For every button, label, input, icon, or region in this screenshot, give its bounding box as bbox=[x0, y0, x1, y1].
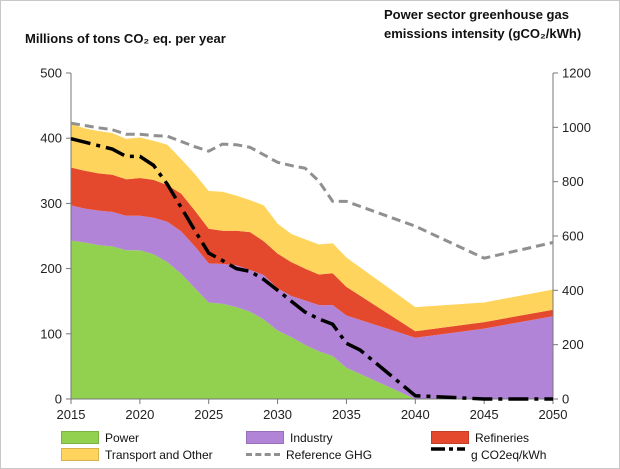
chart-legend: Power Industry Refineries Transport and … bbox=[61, 429, 581, 465]
left-tick-label: 200 bbox=[40, 261, 62, 276]
right-tick-label: 0 bbox=[562, 392, 569, 407]
legend-item-reference-ghg: Reference GHG bbox=[246, 446, 372, 463]
legend-label-gco2: g CO2eq/kWh bbox=[471, 447, 547, 462]
area-power bbox=[71, 240, 553, 399]
x-tick-label: 2045 bbox=[470, 407, 499, 422]
x-tick-label: 2035 bbox=[332, 407, 361, 422]
left-tick-label: 400 bbox=[40, 131, 62, 146]
x-tick-label: 2025 bbox=[194, 407, 223, 422]
right-tick-label: 200 bbox=[562, 337, 584, 352]
right-tick-label: 1200 bbox=[562, 66, 591, 81]
legend-item-refineries: Refineries bbox=[431, 429, 529, 446]
legend-label-industry: Industry bbox=[290, 430, 333, 445]
legend-label-refineries: Refineries bbox=[475, 430, 530, 445]
area-refineries bbox=[71, 167, 553, 338]
left-tick-label: 300 bbox=[40, 196, 62, 211]
right-axis-title: Power sector greenhouse gas emissions in… bbox=[384, 7, 582, 41]
area-transport bbox=[71, 123, 553, 332]
area-industry bbox=[71, 205, 553, 399]
legend-item-gco2: g CO2eq/kWh bbox=[431, 446, 546, 463]
left-tick-label: 500 bbox=[40, 66, 62, 81]
legend-swatch-refineries bbox=[431, 431, 469, 444]
legend-label-transport: Transport and Other bbox=[105, 447, 213, 462]
left-tick-label: 0 bbox=[55, 392, 62, 407]
legend-item-power: Power bbox=[61, 429, 139, 446]
right-tick-label: 400 bbox=[562, 283, 584, 298]
left-tick-label: 100 bbox=[40, 326, 62, 341]
legend-item-industry: Industry bbox=[246, 429, 333, 446]
legend-swatch-industry bbox=[246, 431, 284, 444]
line-gco2 bbox=[70, 137, 553, 401]
line-refghg bbox=[70, 121, 554, 260]
right-tick-label: 800 bbox=[562, 174, 584, 189]
x-tick-label: 2030 bbox=[263, 407, 292, 422]
legend-swatch-power bbox=[61, 431, 99, 444]
x-tick-label: 2040 bbox=[401, 407, 430, 422]
left-axis-title: Millions of tons CO₂ eq. per year bbox=[25, 31, 226, 46]
legend-label-reference-ghg: Reference GHG bbox=[286, 447, 373, 462]
x-tick-label: 2015 bbox=[57, 407, 86, 422]
legend-item-transport: Transport and Other bbox=[61, 446, 213, 463]
x-tick-label: 2050 bbox=[539, 407, 568, 422]
legend-swatch-reference-ghg bbox=[246, 453, 280, 456]
legend-swatch-transport bbox=[61, 448, 99, 461]
right-tick-label: 600 bbox=[562, 229, 584, 244]
right-tick-label: 1000 bbox=[562, 120, 591, 135]
x-tick-label: 2020 bbox=[125, 407, 154, 422]
legend-label-power: Power bbox=[105, 430, 140, 445]
